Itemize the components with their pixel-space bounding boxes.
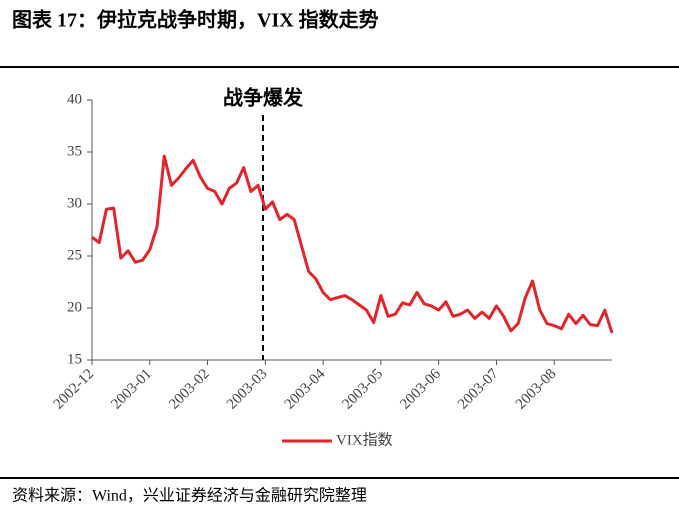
data-line: [91, 154, 614, 334]
source: 资料来源：Wind，兴业证券经济与金融研究院整理: [12, 487, 367, 505]
x-tick-label: 2003-01: [108, 366, 155, 413]
y-tick-label: 20: [67, 299, 82, 315]
legend: VIX指数: [282, 431, 393, 448]
x-tick-label: 2003-03: [224, 366, 271, 413]
y-tick-label: 40: [67, 91, 82, 107]
y-tick-label: 15: [67, 351, 82, 367]
x-tick-label: 2002-12: [51, 366, 98, 413]
y-tick-label: 35: [67, 143, 82, 159]
title: 图表 17：伊拉克战争时期，VIX 指数走势: [12, 8, 379, 32]
x-tick-label: 2003-06: [397, 366, 444, 413]
x-tick-label: 2003-05: [339, 366, 386, 413]
x-tick-label: 2003-07: [455, 366, 502, 413]
x-tick-label: 2003-02: [166, 366, 213, 413]
legend-label: VIX指数: [336, 431, 393, 448]
x-tick-label: 2003-08: [513, 366, 560, 413]
x-tick-label: 2003-04: [282, 366, 329, 413]
y-tick-label: 25: [67, 247, 82, 263]
y-tick-label: 30: [67, 195, 82, 211]
annotation: 战争爆发: [223, 86, 304, 110]
